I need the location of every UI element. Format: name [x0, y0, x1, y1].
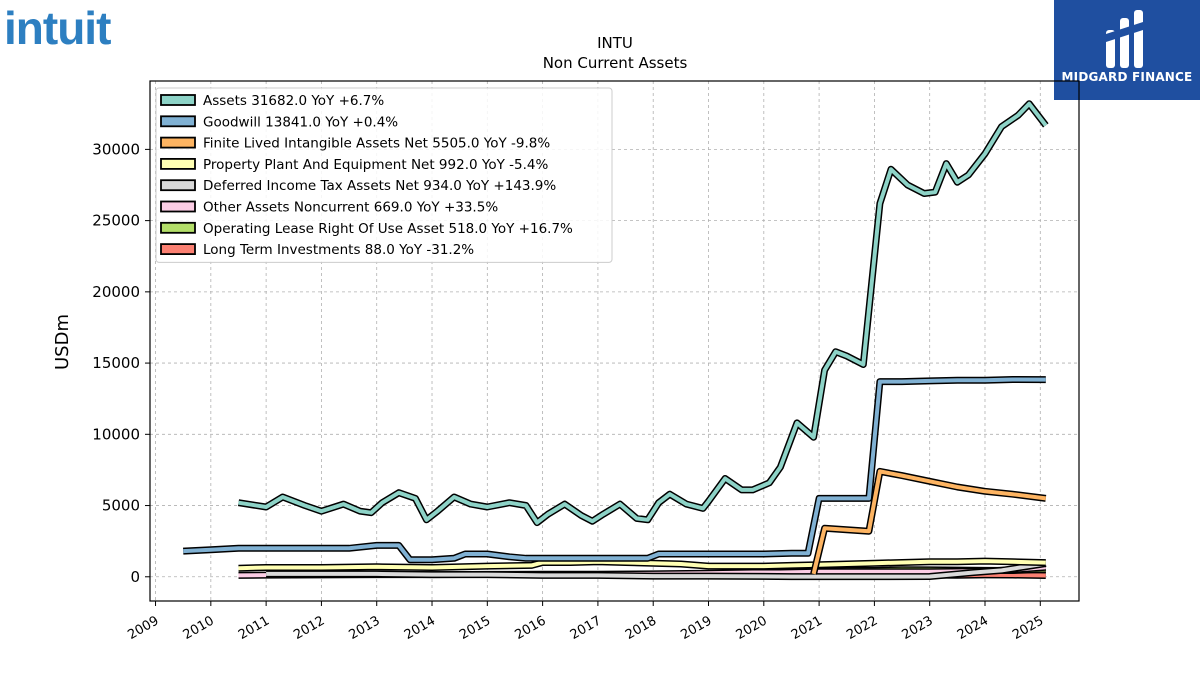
y-tick-label: 20000: [92, 283, 140, 301]
legend-entry: Property Plant And Equipment Net 992.0 Y…: [203, 157, 548, 173]
legend-swatch: [160, 136, 196, 149]
legend-swatch: [160, 157, 196, 170]
chart-subtitle: Non Current Assets: [543, 54, 688, 72]
legend-swatch: [160, 94, 196, 106]
x-tick-label: 2012: [291, 613, 327, 643]
legend-box: [155, 87, 613, 263]
x-tick-label: 2011: [236, 613, 272, 643]
x-tick-label: 2023: [900, 613, 936, 643]
chart-title: INTU: [597, 34, 633, 52]
x-tick-label: 2019: [678, 613, 714, 643]
chart-legend: Assets 31682.0 YoY +6.7% Goodwill 13841.0…: [155, 87, 613, 263]
intuit-logo-graphic: intuit: [4, 2, 112, 54]
series-line: [811, 469, 1047, 575]
legend-swatch: [160, 243, 196, 256]
x-tick-label: 2015: [457, 613, 493, 643]
midgard-finance-logo: MIDGARD FINANCE: [1054, 0, 1200, 100]
x-tick-label: 2016: [512, 613, 548, 643]
legend-swatch: [160, 221, 196, 234]
series-line: [238, 101, 1048, 525]
series-outline: [183, 376, 1046, 564]
legend-entry: Operating Lease Right Of Use Asset 518.0…: [203, 221, 573, 237]
series-line: [183, 377, 1046, 562]
x-tick-label: 2024: [955, 613, 991, 643]
x-tick-label: 2017: [568, 613, 604, 643]
x-tick-label: 2018: [623, 613, 659, 643]
x-tick-label: 2025: [1010, 613, 1046, 643]
intuit-logo: intuit: [4, 2, 154, 54]
legend-entry: Long Term Investments 88.0 YoY -31.2%: [203, 242, 474, 258]
x-tick-label: 2014: [402, 613, 438, 643]
legend-entry: Finite Lived Intangible Assets Net 5505.…: [203, 136, 550, 152]
y-axis-ticks: 0 5000 10000 15000 20000 25000 30000: [92, 140, 150, 586]
series-line: [238, 559, 1046, 571]
midgard-emblem-icon: [1106, 10, 1143, 68]
legend-swatch: [160, 115, 196, 128]
x-axis-ticks: 2009 2010 2011 2012 2013 2014 2015 2016 2017 2018…: [125, 601, 1046, 643]
legend-entry: Other Assets Noncurrent 669.0 YoY +33.5%: [203, 200, 498, 216]
legend-swatch: [160, 179, 196, 192]
x-tick-label: 2021: [789, 613, 825, 643]
y-tick-label: 30000: [92, 140, 140, 158]
y-tick-label: 25000: [92, 212, 140, 230]
x-tick-label: 2022: [844, 613, 880, 643]
x-tick-label: 2009: [125, 613, 161, 643]
midgard-finance-wordmark: MIDGARD FINANCE: [1061, 70, 1193, 84]
y-tick-label: 15000: [92, 354, 140, 372]
y-axis-label: USDm: [52, 314, 73, 370]
legend-entry: Goodwill 13841.0 YoY +0.4%: [203, 114, 398, 130]
series-line: [266, 561, 1047, 579]
legend-entry: Deferred Income Tax Assets Net 934.0 YoY…: [203, 178, 556, 194]
intuit-logo-text: intuit: [4, 2, 111, 52]
legend-swatch: [160, 200, 196, 213]
x-tick-label: 2013: [347, 613, 383, 643]
plot-frame: [149, 80, 1080, 602]
x-tick-label: 2010: [181, 613, 217, 643]
series-lines: [183, 100, 1049, 581]
y-tick-label: 10000: [92, 425, 140, 443]
x-tick-label: 2020: [734, 613, 770, 643]
y-tick-label: 5000: [102, 497, 140, 515]
legend-entry: Assets 31682.0 YoY +6.7%: [203, 93, 384, 109]
y-tick-label: 0: [130, 568, 140, 586]
